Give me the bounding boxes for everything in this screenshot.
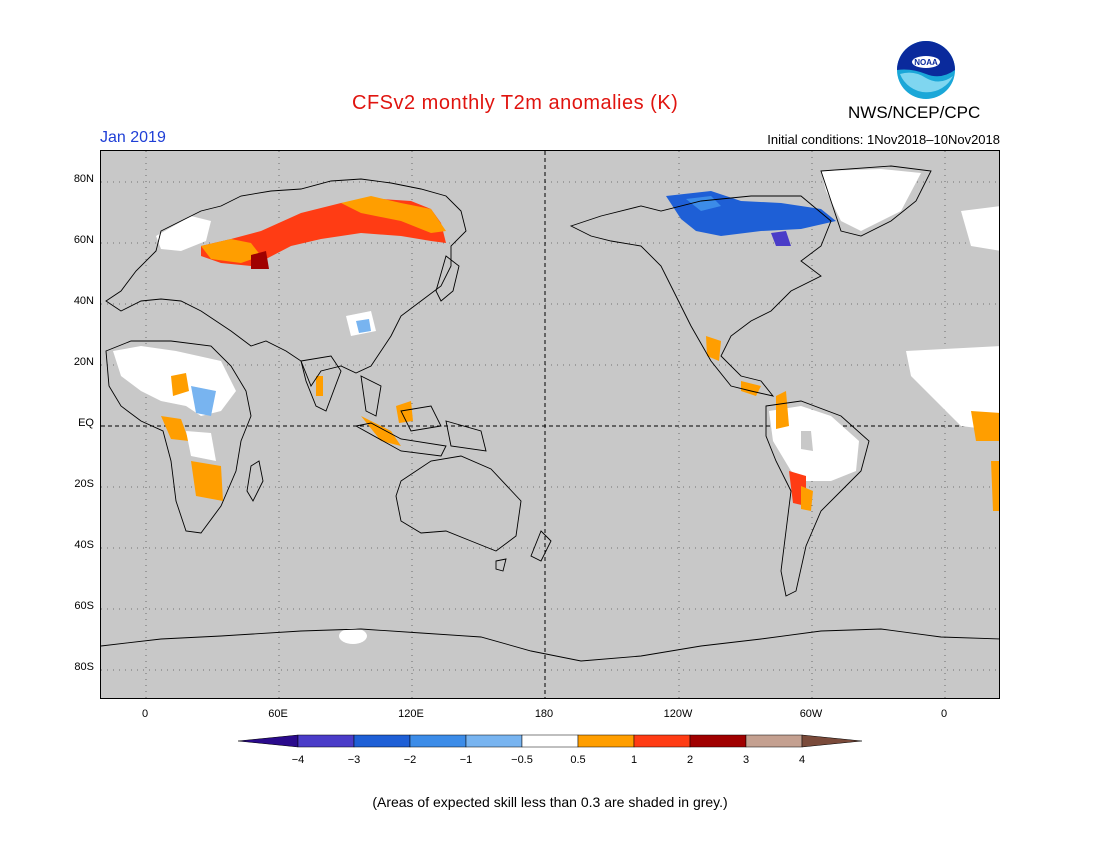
footnote: (Areas of expected skill less than 0.3 a…: [372, 794, 728, 810]
colorbar-swatch: [465, 734, 523, 748]
lon-label: 180: [534, 708, 554, 720]
lon-label: 0: [940, 708, 948, 720]
noaa-logo: NOAA: [897, 41, 955, 99]
colorbar-tick-label: −0.5: [511, 754, 533, 766]
colorbar: [238, 734, 862, 748]
colorbar-tick-label: 2: [686, 754, 694, 766]
lat-label: 80S: [74, 661, 94, 673]
lat-label: 20S: [74, 478, 94, 490]
lat-label: 80N: [73, 173, 94, 185]
colorbar-tick-label: 0.5: [570, 754, 586, 766]
lat-label: 40N: [73, 295, 94, 307]
colorbar-swatch: [633, 734, 691, 748]
colorbar-swatch: [353, 734, 411, 748]
anomaly-shading: [113, 169, 999, 644]
colorbar-tick-label: −4: [291, 754, 305, 766]
colorbar-arrow-right: [801, 734, 862, 748]
colorbar-swatch: [745, 734, 803, 748]
colorbar-arrow-left: [238, 734, 299, 748]
agency-label: NWS/NCEP/CPC: [848, 103, 981, 122]
colorbar-tick-label: 3: [742, 754, 750, 766]
colorbar-swatch: [689, 734, 747, 748]
colorbar-tick-label: −3: [347, 754, 361, 766]
lon-label: 60W: [799, 708, 823, 720]
colorbar-swatch: [521, 734, 579, 748]
coastlines: [101, 165, 999, 662]
colorbar-swatch: [409, 734, 467, 748]
lat-label: EQ: [78, 417, 94, 429]
map-title: CFSv2 monthly T2m anomalies (K): [352, 92, 679, 114]
colorbar-swatch: [297, 734, 355, 748]
initial-conditions: Initial conditions: 1Nov2018–10Nov2018: [767, 132, 1000, 147]
forecast-month: Jan 2019: [100, 129, 166, 146]
lat-label: 20N: [73, 356, 94, 368]
world-map: [101, 151, 999, 698]
lat-label: 40S: [74, 539, 94, 551]
colorbar-tick-label: 4: [798, 754, 806, 766]
lon-label: 120W: [663, 708, 693, 720]
lat-label: 60N: [73, 234, 94, 246]
colorbar-tick-label: −1: [459, 754, 473, 766]
graticule: [101, 151, 999, 698]
lat-label: 60S: [74, 600, 94, 612]
lon-label: 0: [141, 708, 149, 720]
lon-label: 120E: [398, 708, 424, 720]
colorbar-tick-label: 1: [630, 754, 638, 766]
map-panel: [100, 150, 1000, 699]
colorbar-swatch: [577, 734, 635, 748]
lon-label: 60E: [268, 708, 288, 720]
svg-text:NOAA: NOAA: [914, 58, 938, 67]
colorbar-tick-label: −2: [403, 754, 417, 766]
